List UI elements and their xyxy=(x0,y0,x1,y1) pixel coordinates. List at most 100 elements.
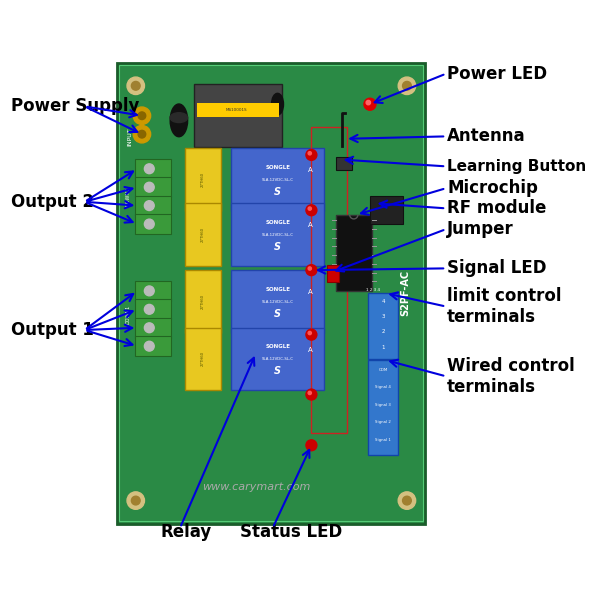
Text: Antenna: Antenna xyxy=(447,127,526,145)
Bar xyxy=(368,293,398,359)
Bar xyxy=(327,265,339,282)
Text: SLA-12VDC-SL-C: SLA-12VDC-SL-C xyxy=(262,233,293,237)
Bar xyxy=(231,270,324,333)
Ellipse shape xyxy=(272,94,284,115)
Circle shape xyxy=(145,164,154,173)
Circle shape xyxy=(306,329,317,340)
Bar xyxy=(135,214,170,234)
Text: 1 2 3 4: 1 2 3 4 xyxy=(365,289,380,292)
Circle shape xyxy=(145,219,154,229)
Circle shape xyxy=(131,496,140,505)
Circle shape xyxy=(145,201,154,211)
Circle shape xyxy=(308,267,311,270)
Circle shape xyxy=(127,492,145,509)
Bar xyxy=(119,65,423,521)
Text: 27TH60: 27TH60 xyxy=(200,172,205,187)
Circle shape xyxy=(306,149,317,160)
Circle shape xyxy=(306,389,317,400)
Text: Signal 1: Signal 1 xyxy=(375,437,391,442)
Text: SONGLE: SONGLE xyxy=(265,287,290,292)
Circle shape xyxy=(138,130,146,138)
Text: SLA-12VDC-SL-C: SLA-12VDC-SL-C xyxy=(262,358,293,361)
Bar xyxy=(135,159,170,179)
Text: INPUT: INPUT xyxy=(127,127,132,146)
Circle shape xyxy=(145,182,154,192)
Text: SLA-12VDC-SL-C: SLA-12VDC-SL-C xyxy=(262,300,293,304)
Bar xyxy=(135,318,170,338)
Text: RF module: RF module xyxy=(447,199,547,217)
Text: Power LED: Power LED xyxy=(447,65,547,83)
Circle shape xyxy=(133,125,151,143)
Bar xyxy=(135,337,170,356)
Circle shape xyxy=(127,77,145,95)
Bar xyxy=(135,178,170,197)
Bar xyxy=(231,328,324,391)
Text: Jumper: Jumper xyxy=(447,220,514,238)
Text: Status LED: Status LED xyxy=(240,523,342,541)
Circle shape xyxy=(138,112,146,119)
Text: 27TH60: 27TH60 xyxy=(200,351,205,367)
Text: Signal 4: Signal 4 xyxy=(375,385,391,389)
Text: Relay: Relay xyxy=(161,523,212,541)
Text: S: S xyxy=(274,242,281,252)
Text: Signal LED: Signal LED xyxy=(447,259,547,277)
Text: MS10001S: MS10001S xyxy=(226,107,248,112)
Text: Power Supply: Power Supply xyxy=(11,97,139,115)
Bar xyxy=(231,203,324,266)
Ellipse shape xyxy=(170,113,188,122)
Text: 27TH60: 27TH60 xyxy=(200,293,205,309)
Bar xyxy=(336,157,352,170)
Bar xyxy=(185,270,221,333)
Circle shape xyxy=(364,98,376,110)
Text: Microchip: Microchip xyxy=(447,179,538,197)
Circle shape xyxy=(145,341,154,351)
Circle shape xyxy=(398,77,416,95)
Bar xyxy=(370,196,403,224)
Circle shape xyxy=(308,331,311,335)
Ellipse shape xyxy=(170,104,188,137)
Circle shape xyxy=(308,391,311,395)
Circle shape xyxy=(308,152,311,155)
Circle shape xyxy=(366,100,370,105)
Text: S: S xyxy=(274,367,281,376)
Text: SLA-12VDC-SL-C: SLA-12VDC-SL-C xyxy=(262,178,293,182)
Bar xyxy=(135,196,170,215)
Circle shape xyxy=(145,304,154,314)
Bar xyxy=(135,299,170,319)
Bar xyxy=(194,84,281,146)
Text: S2PF-AC: S2PF-AC xyxy=(400,270,410,316)
Text: S: S xyxy=(274,187,281,197)
Circle shape xyxy=(131,82,140,90)
Text: COM: COM xyxy=(379,368,388,372)
Bar xyxy=(311,127,347,433)
Circle shape xyxy=(145,323,154,332)
Bar xyxy=(197,103,279,116)
Text: Output 1: Output 1 xyxy=(11,321,94,339)
Bar xyxy=(117,63,425,524)
Text: Learning Button: Learning Button xyxy=(447,159,586,174)
Text: SONGLE: SONGLE xyxy=(265,220,290,225)
Text: A: A xyxy=(308,347,313,353)
Text: SONGLE: SONGLE xyxy=(265,344,290,349)
Circle shape xyxy=(308,207,311,210)
Circle shape xyxy=(398,492,416,509)
Circle shape xyxy=(306,440,317,451)
Text: A: A xyxy=(308,167,313,173)
Text: A: A xyxy=(308,222,313,228)
Text: A: A xyxy=(308,289,313,295)
Text: 1: 1 xyxy=(382,344,385,350)
Circle shape xyxy=(306,265,317,275)
Circle shape xyxy=(403,496,411,505)
Bar xyxy=(135,281,170,301)
Text: 4: 4 xyxy=(382,299,385,304)
Bar xyxy=(185,148,221,211)
Text: 2: 2 xyxy=(382,329,385,334)
Text: 27TH60: 27TH60 xyxy=(200,227,205,242)
Bar xyxy=(185,328,221,391)
Text: limit control
terminals: limit control terminals xyxy=(447,287,562,326)
Text: 3: 3 xyxy=(382,314,385,319)
Text: www.carymart.com: www.carymart.com xyxy=(202,482,310,492)
Text: Signal 3: Signal 3 xyxy=(375,403,391,407)
Text: S: S xyxy=(274,309,281,319)
Circle shape xyxy=(145,286,154,296)
